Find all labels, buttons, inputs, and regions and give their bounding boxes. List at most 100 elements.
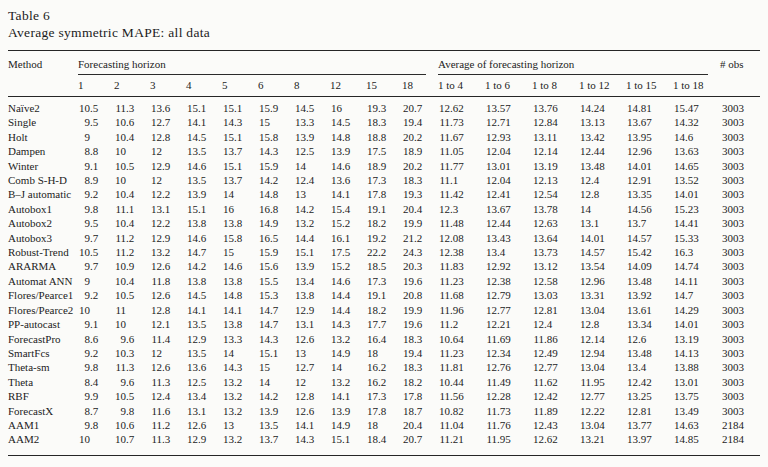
mape-horizon-cell: 18.8: [366, 130, 402, 144]
numeric-value: 11.86: [532, 333, 558, 345]
mape-average-cell: 12.34: [485, 346, 532, 360]
numeric-value: 13: [294, 347, 306, 359]
mape-horizon-cell: 14.7: [186, 245, 222, 259]
mape-horizon-cell: 18.4: [366, 432, 402, 455]
numeric-value: 12.81: [532, 304, 558, 316]
numeric-value: 14.1: [186, 116, 206, 128]
numeric-value: 12.8: [579, 188, 599, 200]
mape-horizon-cell: 18.3: [366, 115, 402, 129]
numeric-value: 12.58: [532, 275, 558, 287]
numeric-value: 12.9: [150, 160, 170, 172]
numeric-value: 14.1: [222, 304, 242, 316]
mape-horizon-cell: 20.3: [402, 259, 438, 273]
mape-horizon-cell: 21.2: [402, 231, 438, 245]
numeric-value: 11.69: [485, 333, 511, 345]
mape-horizon-cell: 13.5: [186, 144, 222, 158]
numeric-value: 15: [258, 361, 270, 373]
mape-horizon-cell: 13.2: [330, 375, 366, 389]
mape-horizon-cell: 14.6: [186, 159, 222, 173]
mape-average-cell: 12.92: [485, 259, 532, 273]
mape-horizon-cell: 10.3: [114, 346, 150, 360]
numeric-value: 19.4: [402, 116, 422, 128]
numeric-value: 16.5: [258, 232, 278, 244]
numeric-value: 13.73: [532, 246, 558, 258]
mape-horizon-cell: 14.1: [186, 303, 222, 317]
mape-average-cell: 12.96: [626, 144, 673, 158]
numeric-value: 19.6: [402, 275, 422, 287]
table-row: Naïve210.511.313.615.115.115.914.51619.3…: [8, 97, 760, 116]
col-header-average-1-to-18: 1 to 18: [673, 78, 720, 97]
mape-average-cell: 11.95: [485, 432, 532, 455]
numeric-value: 14.1: [330, 390, 350, 402]
method-cell: Autobox2: [8, 216, 78, 230]
numeric-value: 9.8: [114, 405, 134, 417]
obs-cell: 3003: [720, 317, 760, 331]
obs-cell: 2184: [720, 432, 760, 455]
mape-horizon-cell: 12: [294, 375, 330, 389]
numeric-value: 14.2: [294, 203, 314, 215]
numeric-value: 11.1: [438, 174, 458, 186]
numeric-value: 15.2: [330, 260, 350, 272]
numeric-value: 13.64: [532, 232, 558, 244]
numeric-value: 12.9: [186, 433, 206, 445]
numeric-value: 14.2: [258, 174, 278, 186]
mape-horizon-cell: 10: [114, 173, 150, 187]
mape-horizon-cell: 12.6: [150, 360, 186, 374]
obs-cell: 3003: [720, 389, 760, 403]
numeric-value: 21.2: [402, 232, 422, 244]
numeric-value: 14.57: [579, 246, 605, 258]
numeric-value: 12.77: [532, 361, 558, 373]
mape-horizon-cell: 10.5: [78, 97, 114, 116]
mape-horizon-cell: 9.7: [78, 259, 114, 273]
numeric-value: 12.04: [485, 145, 511, 157]
numeric-value: 11.04: [438, 419, 464, 431]
numeric-value: 12.6: [150, 361, 170, 373]
numeric-value: 18.3: [366, 116, 386, 128]
mape-horizon-cell: 10.6: [114, 115, 150, 129]
mape-average-cell: 13.04: [579, 303, 626, 317]
mape-horizon-cell: 12.6: [150, 259, 186, 273]
numeric-value: 12.38: [438, 246, 464, 258]
mape-average-cell: 11.1: [438, 173, 485, 187]
numeric-value: 11.48: [438, 217, 464, 229]
mape-horizon-cell: 10.4: [114, 187, 150, 201]
numeric-value: 13.2: [222, 405, 242, 417]
mape-average-cell: 12.44: [485, 216, 532, 230]
numeric-value: 14.01: [626, 160, 652, 172]
mape-horizon-cell: 13.2: [222, 404, 258, 418]
numeric-value: 14.32: [673, 116, 699, 128]
numeric-value: 9.1: [78, 318, 98, 330]
numeric-value: 12.43: [532, 419, 558, 431]
method-cell: Robust-Trend: [8, 245, 78, 259]
numeric-value: 12.9: [186, 333, 206, 345]
numeric-value: 12.5: [294, 145, 314, 157]
numeric-value: 12.77: [579, 390, 605, 402]
numeric-value: 13.1: [150, 203, 170, 215]
mape-horizon-cell: 14.5: [330, 115, 366, 129]
numeric-value: 15.5: [258, 275, 278, 287]
numeric-value: 13.19: [532, 160, 558, 172]
method-cell: Single: [8, 115, 78, 129]
mape-horizon-cell: 18.9: [366, 159, 402, 173]
numeric-value: 10.44: [438, 376, 464, 388]
table-row: Flores/Pearce2101112.814.114.114.712.914…: [8, 303, 760, 317]
mape-average-cell: 14.24: [579, 97, 626, 116]
mape-horizon-cell: 12.8: [294, 389, 330, 403]
mape-horizon-cell: 16.5: [258, 231, 294, 245]
mape-average-cell: 14.63: [673, 418, 720, 432]
numeric-value: 12.84: [532, 116, 558, 128]
numeric-value: 12.8: [150, 304, 170, 316]
numeric-value: 12.6: [626, 333, 646, 345]
numeric-value: 13.4: [186, 390, 206, 402]
mape-average-cell: 12.94: [579, 346, 626, 360]
numeric-value: 14.63: [673, 419, 699, 431]
mape-average-cell: 10.64: [438, 332, 485, 346]
mape-average-cell: 12.76: [485, 360, 532, 374]
numeric-value: 12.8: [579, 318, 599, 330]
mape-horizon-cell: 12.8: [150, 303, 186, 317]
method-cell: Flores/Pearce1: [8, 288, 78, 302]
numeric-value: 12.71: [485, 116, 511, 128]
numeric-value: 10: [78, 304, 90, 316]
numeric-value: 14.41: [673, 217, 699, 229]
numeric-value: 14.9: [330, 419, 350, 431]
